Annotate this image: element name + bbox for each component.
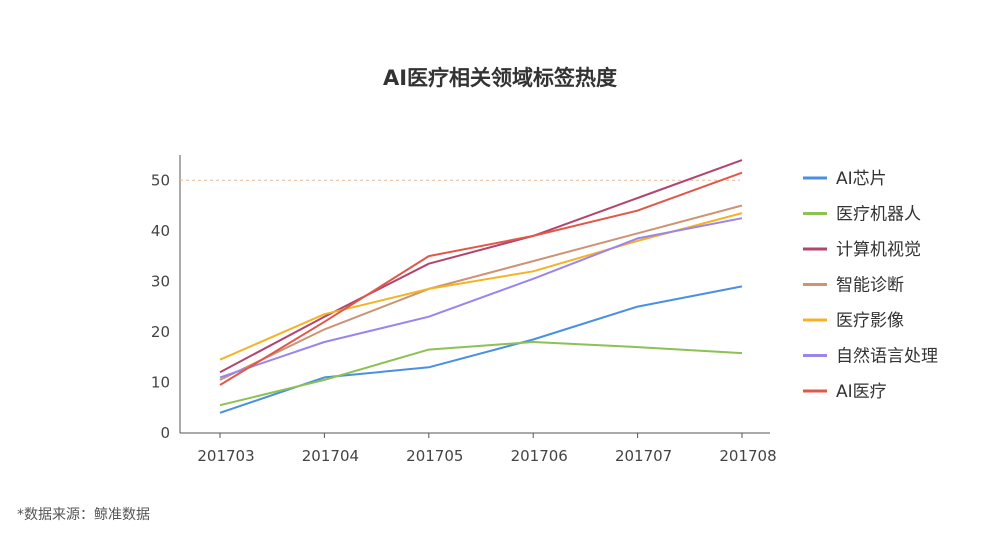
legend-label: 医疗影像 xyxy=(836,311,904,331)
series-line-5 xyxy=(219,212,743,361)
x-tick-label: 201703 xyxy=(197,447,254,465)
y-tick-label: 0 xyxy=(160,424,170,442)
legend-label: 医疗机器人 xyxy=(836,205,921,225)
y-tick-label: 50 xyxy=(151,171,170,189)
y-tick-label: 40 xyxy=(151,222,170,240)
x-tick-label: 201708 xyxy=(719,447,776,465)
series-line-7 xyxy=(219,171,743,386)
data-source-note: *数据来源：鲸准数据 xyxy=(17,507,150,523)
series-line-4 xyxy=(219,204,743,381)
series-line-6 xyxy=(219,217,743,379)
legend-label: AI医疗 xyxy=(836,382,887,402)
x-tick-label: 201706 xyxy=(511,447,568,465)
y-tick-label: 30 xyxy=(151,272,170,290)
legend-label: 计算机视觉 xyxy=(836,240,921,260)
y-tick-label: 20 xyxy=(151,323,170,341)
chart-title: AI医疗相关领域标签热度 xyxy=(382,66,618,90)
series-line-3 xyxy=(219,159,743,374)
x-tick-label: 201704 xyxy=(302,447,359,465)
legend-label: 自然语言处理 xyxy=(836,347,938,367)
legend-label: 智能诊断 xyxy=(836,276,904,296)
x-tick-label: 201707 xyxy=(615,447,672,465)
series-line-2 xyxy=(219,341,743,407)
y-tick-label: 10 xyxy=(151,373,170,391)
legend-label: AI芯片 xyxy=(836,169,887,189)
x-tick-label: 201705 xyxy=(406,447,463,465)
